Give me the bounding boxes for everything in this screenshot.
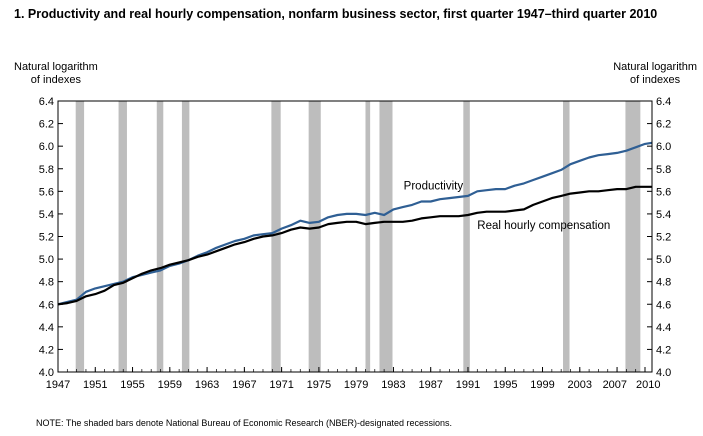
recession-bar-8 — [463, 101, 470, 372]
y-axis-label-left: Natural logarithm of indexes — [14, 61, 98, 87]
x-tick-label: 1959 — [158, 379, 182, 391]
y-tick-label-right: 6.2 — [656, 119, 671, 131]
y-tick-label-right: 4.8 — [656, 277, 671, 289]
x-tick-label: 1963 — [195, 379, 219, 391]
y-tick-label-left: 5.4 — [39, 209, 54, 221]
x-tick-label: 1955 — [120, 379, 144, 391]
chart-note: NOTE: The shaded bars denote National Bu… — [36, 418, 453, 428]
x-tick-label: 1979 — [344, 379, 368, 391]
axes: 4.0 4.0 4.2 4.2 4.4 4.4 4.6 4.6 4.8 4.8 5.0 5.0 5.2 5… — [39, 96, 672, 391]
x-tick-label: 1975 — [307, 379, 331, 391]
y-tick-label-right: 5.6 — [656, 186, 671, 198]
y-tick-label-right: 4.4 — [656, 322, 671, 334]
recession-bar-9 — [563, 101, 570, 372]
recession-bar-2 — [156, 101, 164, 372]
x-tick-label: 2003 — [568, 379, 592, 391]
y-tick-label-right: 5.8 — [656, 164, 671, 176]
recession-bar-5 — [308, 101, 321, 372]
y-tick-label-left: 5.6 — [39, 186, 54, 198]
y-axis-label-right-line1: Natural logarithm — [613, 61, 697, 73]
y-tick-label-right: 5.0 — [656, 254, 671, 266]
y-tick-label-left: 4.6 — [39, 299, 54, 311]
recession-bars — [75, 101, 641, 372]
y-tick-label-right: 4.2 — [656, 344, 671, 356]
series-line-productivity — [57, 141, 653, 306]
x-tick-label: 2010 — [636, 379, 660, 391]
y-tick-label-right: 5.2 — [656, 232, 671, 244]
recession-bar-0 — [75, 101, 85, 372]
x-tick-label: 1991 — [456, 379, 480, 391]
y-tick-label-left: 4.0 — [39, 367, 54, 379]
y-axis-label-right-line2: of indexes — [630, 74, 681, 86]
y-axis-label-left-line2: of indexes — [30, 74, 81, 86]
y-tick-label-left: 5.0 — [39, 254, 54, 266]
annotations: Productivity Real hourly compensation — [404, 181, 611, 233]
plot-frame — [57, 100, 653, 373]
series-line-real-hourly-compensation — [57, 185, 652, 306]
y-axis-label-right: Natural logarithm of indexes — [613, 61, 697, 87]
y-tick-label-left: 5.8 — [39, 164, 54, 176]
recession-bar-10 — [625, 101, 641, 372]
chart-title: 1. Productivity and real hourly compensa… — [14, 7, 658, 21]
x-tick-label: 1983 — [381, 379, 405, 391]
y-tick-label-right: 4.6 — [656, 299, 671, 311]
recession-bar-3 — [181, 101, 190, 372]
annotation-real-hourly-compensation: Real hourly compensation — [477, 220, 610, 232]
recession-bar-4 — [271, 101, 281, 372]
x-tick-label: 1967 — [232, 379, 256, 391]
y-tick-label-right: 4.0 — [656, 367, 671, 379]
x-tick-label: 1971 — [269, 379, 293, 391]
y-tick-label-left: 5.2 — [39, 232, 54, 244]
x-tick-label: 1951 — [83, 379, 107, 391]
x-tick-label: 1947 — [46, 379, 70, 391]
y-tick-label-right: 5.4 — [656, 209, 671, 221]
annotation-productivity: Productivity — [404, 181, 464, 193]
y-tick-label-left: 4.4 — [39, 322, 54, 334]
y-tick-label-left: 4.2 — [39, 344, 54, 356]
y-tick-label-right: 6.0 — [656, 141, 671, 153]
recession-bar-1 — [118, 101, 127, 372]
recession-bar-7 — [379, 101, 393, 372]
y-tick-label-right: 6.4 — [656, 96, 671, 108]
y-tick-label-left: 6.0 — [39, 141, 54, 153]
y-tick-label-left: 6.2 — [39, 119, 54, 131]
y-axis-label-left-line1: Natural logarithm — [14, 61, 98, 73]
series-lines — [57, 141, 653, 306]
x-tick-label: 2007 — [603, 379, 627, 391]
recession-bar-6 — [365, 101, 371, 372]
y-tick-label-left: 4.8 — [39, 277, 54, 289]
x-tick-label: 1987 — [418, 379, 442, 391]
x-tick-label: 1995 — [493, 379, 517, 391]
y-tick-label-left: 6.4 — [39, 96, 54, 108]
x-tick-label: 1999 — [530, 379, 554, 391]
